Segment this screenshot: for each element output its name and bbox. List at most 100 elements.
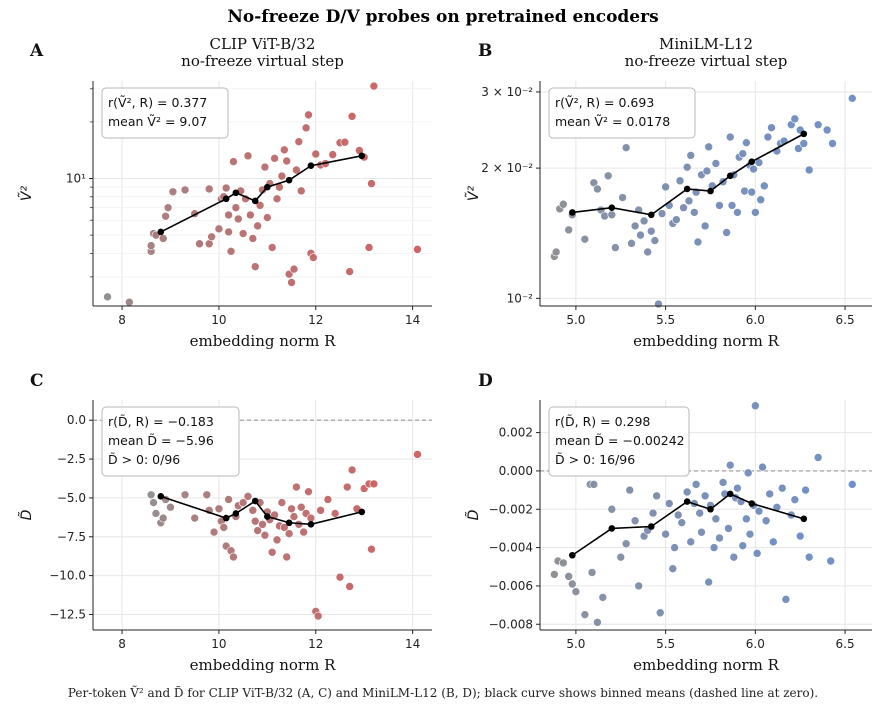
data-point (587, 568, 597, 577)
annotation-box (101, 87, 229, 139)
data-point (725, 132, 735, 142)
data-point (279, 145, 289, 155)
panel-a: 8 10 12 14 10¹ embedding norm R Ṽ² A CLIP ViT-B/… (18, 35, 432, 350)
data-point (335, 572, 345, 582)
data-point (603, 171, 613, 181)
binned-mean-point (647, 523, 655, 530)
data-point (221, 183, 231, 193)
data-point (630, 516, 640, 526)
data-point (347, 465, 357, 475)
data-point (226, 247, 236, 256)
data-point (754, 506, 764, 516)
data-point (648, 508, 658, 518)
data-point (765, 489, 775, 499)
data-point (158, 513, 168, 523)
data-point (616, 552, 626, 562)
y-tick-label: −0.006 (489, 579, 533, 593)
data-point (682, 162, 692, 172)
data-point (679, 203, 688, 213)
data-point (263, 213, 272, 222)
binned-mean-point (569, 551, 576, 559)
data-point (328, 150, 338, 159)
data-point (367, 544, 376, 554)
data-point (580, 610, 590, 619)
y-tick-label: −10.0 (49, 569, 86, 583)
data-point (238, 229, 248, 238)
data-point (745, 529, 755, 539)
data-point (709, 543, 719, 552)
data-point (413, 450, 422, 459)
y-tick-label: 3 × 10⁻² (481, 85, 533, 99)
data-point (347, 112, 357, 121)
x-tick-label: 5.5 (656, 313, 675, 327)
x-tick-label: 10 (211, 637, 226, 651)
data-point (279, 523, 289, 532)
data-point (715, 533, 724, 543)
data-point (413, 245, 422, 254)
x-tick-label: 14 (405, 637, 420, 651)
y-tick-label: 0.0 (67, 413, 86, 427)
x-tick-label: 14 (405, 313, 420, 327)
annotation-text: r(D̃, R) = −0.183 (108, 414, 214, 429)
data-point (270, 154, 279, 163)
data-point (634, 581, 644, 591)
data-point (795, 531, 805, 541)
data-point (742, 514, 751, 524)
data-point (722, 228, 731, 237)
data-point (758, 462, 767, 472)
panel-d: 5.0 5.5 6.0 6.5 0.002 0.000 −0.002 −0.004 −0.006… (465, 371, 872, 674)
data-point (646, 226, 656, 236)
data-point (340, 137, 350, 147)
data-point (564, 572, 574, 581)
data-point (725, 460, 735, 470)
binned-mean-point (222, 514, 230, 522)
data-point (598, 593, 608, 602)
binned-mean-point (608, 204, 616, 212)
x-tick-label: 5.5 (656, 637, 675, 651)
binned-mean-point (157, 493, 165, 500)
binned-mean-point (232, 510, 240, 517)
data-point (294, 137, 304, 146)
data-point (224, 495, 233, 504)
data-point (292, 482, 301, 492)
data-point (630, 221, 640, 231)
data-point (768, 537, 778, 547)
data-point (636, 230, 645, 240)
data-point (224, 227, 233, 237)
y-tick-label: 0.002 (499, 426, 533, 440)
data-point (607, 210, 617, 220)
binned-mean-point (707, 505, 714, 513)
data-point (125, 297, 134, 307)
data-point (282, 552, 292, 562)
binned-mean-point (683, 498, 691, 505)
data-point (668, 564, 678, 573)
data-point (238, 498, 248, 507)
data-point (253, 221, 262, 231)
data-point (304, 487, 313, 496)
data-point (657, 209, 667, 218)
data-point (700, 221, 710, 231)
y-tick-label: 0.000 (499, 464, 533, 478)
data-point (296, 502, 306, 512)
data-point (822, 125, 832, 135)
x-tick-label: 6.5 (836, 637, 855, 651)
x-tick-label: 5.0 (566, 313, 585, 327)
data-point (801, 485, 810, 495)
annotation-text: r(Ṽ², R) = 0.377 (108, 95, 207, 110)
data-point (618, 193, 627, 202)
binned-mean-point (358, 152, 366, 160)
data-point (306, 513, 316, 523)
data-point (672, 215, 681, 224)
data-point (607, 504, 617, 514)
data-point (369, 81, 379, 91)
data-point (693, 237, 703, 247)
binned-mean-point (707, 187, 714, 195)
panel-title: no-freeze virtual step (181, 52, 344, 70)
data-point (224, 210, 233, 220)
binned-mean-point (569, 209, 576, 216)
data-point (559, 199, 568, 209)
data-point (277, 498, 287, 507)
y-tick-label: −0.004 (489, 541, 533, 555)
data-point (718, 478, 728, 487)
